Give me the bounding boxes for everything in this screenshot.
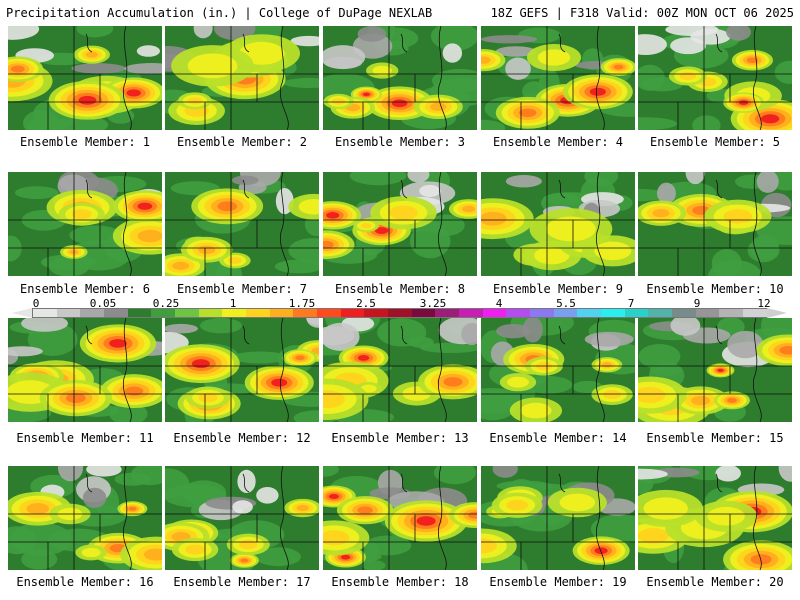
colorbar-swatch bbox=[530, 309, 554, 317]
colorbar-tick-label: 1 bbox=[229, 297, 237, 310]
ensemble-member-map bbox=[8, 172, 162, 276]
ensemble-member-label: Ensemble Member: 7 bbox=[176, 282, 308, 296]
colorbar-tick-label: 4 bbox=[495, 297, 503, 310]
colorbar-swatch bbox=[246, 309, 270, 317]
ensemble-member-label: Ensemble Member: 14 bbox=[489, 431, 627, 445]
colorbar-swatch bbox=[340, 309, 365, 317]
colorbar-swatch bbox=[411, 309, 436, 317]
ensemble-member-map bbox=[481, 466, 635, 570]
ensemble-member-map bbox=[638, 318, 792, 422]
ensemble-member-map bbox=[165, 26, 319, 130]
ensemble-member-map bbox=[323, 26, 477, 130]
ensemble-member-label: Ensemble Member: 18 bbox=[331, 575, 469, 589]
colorbar-swatch bbox=[459, 309, 483, 317]
colorbar-swatch bbox=[482, 309, 507, 317]
ensemble-member-map bbox=[481, 26, 635, 130]
colorbar-swatch bbox=[222, 309, 247, 317]
colorbar-swatch bbox=[648, 309, 673, 317]
ensemble-member-map bbox=[481, 172, 635, 276]
ensemble-member-map bbox=[638, 172, 792, 276]
ensemble-member-map bbox=[8, 26, 162, 130]
header: Precipitation Accumulation (in.) | Colle… bbox=[0, 0, 800, 24]
ensemble-member-label: Ensemble Member: 4 bbox=[492, 135, 624, 149]
header-valid-time: 18Z GEFS | F318 Valid: 00Z MON OCT 06 20… bbox=[490, 6, 794, 20]
ensemble-member-map bbox=[165, 466, 319, 570]
ensemble-member-map bbox=[638, 26, 792, 130]
colorbar-swatch bbox=[56, 309, 81, 317]
ensemble-member-label: Ensemble Member: 20 bbox=[646, 575, 784, 589]
ensemble-member-map bbox=[8, 466, 162, 570]
colorbar-tick-label: 3.25 bbox=[419, 297, 447, 310]
colorbar-swatch bbox=[269, 309, 294, 317]
colorbar-tick-label: 12 bbox=[757, 297, 771, 310]
ensemble-member-label: Ensemble Member: 11 bbox=[16, 431, 154, 445]
colorbar-swatch bbox=[388, 309, 412, 317]
colorbar-swatch bbox=[175, 309, 199, 317]
colorbar-swatch bbox=[577, 309, 602, 317]
colorbar-tick-label: 1.75 bbox=[288, 297, 316, 310]
colorbar-tick-label: 2.5 bbox=[356, 297, 376, 310]
ensemble-member-map bbox=[323, 466, 477, 570]
ensemble-member-map bbox=[481, 318, 635, 422]
ensemble-member-label: Ensemble Member: 10 bbox=[646, 282, 784, 296]
ensemble-member-map bbox=[323, 318, 477, 422]
ensemble-member-label: Ensemble Member: 5 bbox=[649, 135, 781, 149]
colorbar-tick-label: 0.05 bbox=[89, 297, 117, 310]
colorbar-swatch bbox=[80, 309, 105, 317]
colorbar-swatch bbox=[127, 309, 152, 317]
colorbar-swatch bbox=[317, 309, 341, 317]
colorbar-swatch bbox=[719, 309, 744, 317]
colorbar-swatch bbox=[601, 309, 625, 317]
ensemble-member-label: Ensemble Member: 9 bbox=[492, 282, 624, 296]
colorbar-swatch bbox=[672, 309, 696, 317]
colorbar-swatch bbox=[624, 309, 649, 317]
header-title: Precipitation Accumulation (in.) | Colle… bbox=[6, 6, 433, 20]
ensemble-member-map bbox=[165, 318, 319, 422]
ensemble-member-label: Ensemble Member: 6 bbox=[19, 282, 151, 296]
ensemble-member-label: Ensemble Member: 3 bbox=[334, 135, 466, 149]
ensemble-member-label: Ensemble Member: 19 bbox=[489, 575, 627, 589]
ensemble-member-label: Ensemble Member: 8 bbox=[334, 282, 466, 296]
colorbar-tick-label: 7 bbox=[627, 297, 635, 310]
colorbar-tick-label: 0.25 bbox=[152, 297, 180, 310]
colorbar-tick-label: 9 bbox=[693, 297, 701, 310]
colorbar-swatch bbox=[293, 309, 318, 317]
colorbar-swatch bbox=[104, 309, 128, 317]
colorbar bbox=[32, 308, 768, 318]
ensemble-member-label: Ensemble Member: 1 bbox=[19, 135, 151, 149]
colorbar-swatch bbox=[695, 309, 720, 317]
colorbar-swatch bbox=[553, 309, 578, 317]
ensemble-member-map bbox=[638, 466, 792, 570]
colorbar-tick-label: 5.5 bbox=[556, 297, 576, 310]
colorbar-swatch bbox=[506, 309, 531, 317]
colorbar-swatch bbox=[743, 309, 767, 317]
ensemble-member-label: Ensemble Member: 17 bbox=[173, 575, 311, 589]
colorbar-swatch bbox=[364, 309, 389, 317]
colorbar-swatch bbox=[198, 309, 223, 317]
ensemble-member-map bbox=[323, 172, 477, 276]
ensemble-member-label: Ensemble Member: 15 bbox=[646, 431, 784, 445]
colorbar-max-arrow bbox=[767, 308, 787, 318]
ensemble-member-label: Ensemble Member: 12 bbox=[173, 431, 311, 445]
ensemble-member-map bbox=[8, 318, 162, 422]
ensemble-member-label: Ensemble Member: 13 bbox=[331, 431, 469, 445]
colorbar-swatch bbox=[151, 309, 176, 317]
colorbar-min-arrow bbox=[12, 308, 32, 318]
colorbar-swatch bbox=[435, 309, 460, 317]
colorbar-swatch bbox=[33, 309, 57, 317]
ensemble-member-map bbox=[165, 172, 319, 276]
ensemble-member-label: Ensemble Member: 2 bbox=[176, 135, 308, 149]
ensemble-member-label: Ensemble Member: 16 bbox=[16, 575, 154, 589]
colorbar-tick-label: 0 bbox=[32, 297, 40, 310]
